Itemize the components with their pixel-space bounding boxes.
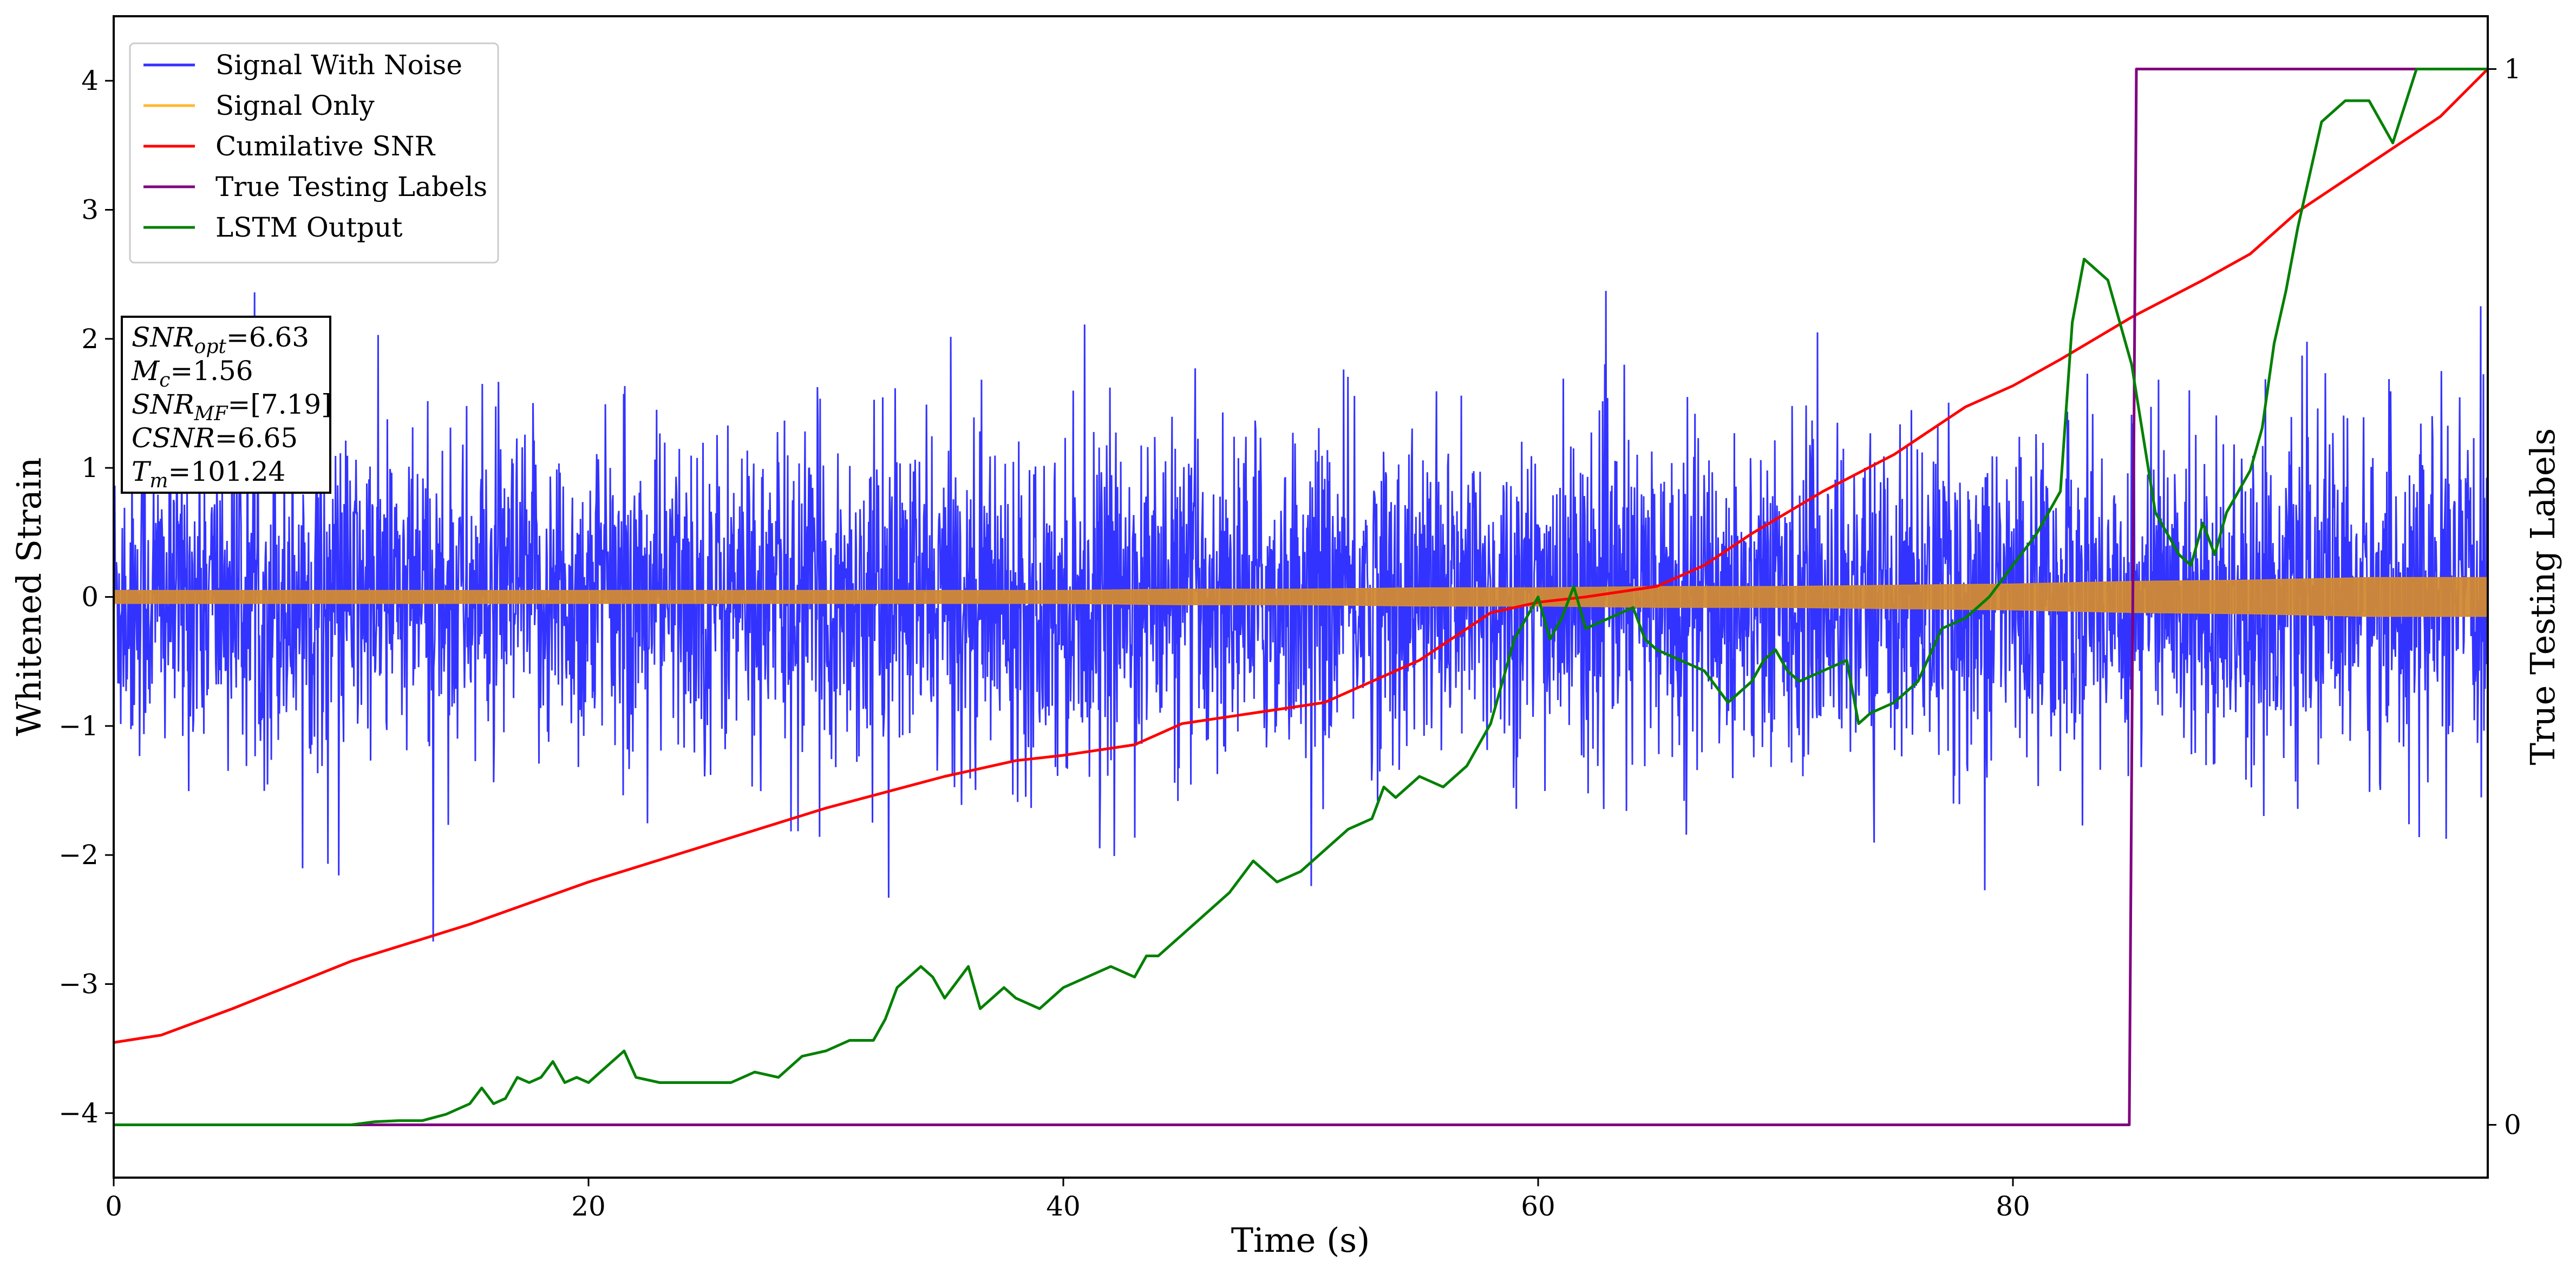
annotation-line: Tm=101.24 xyxy=(132,456,285,492)
series-true-testing-labels xyxy=(114,68,2488,1126)
y2-tick-label: 1 xyxy=(2504,54,2521,85)
annotation-line: Mc=1.56 xyxy=(131,355,253,391)
series-cumilative-snr xyxy=(114,68,2488,1044)
legend-label: Signal Only xyxy=(215,90,375,121)
y2-tick-label: 0 xyxy=(2504,1109,2521,1141)
y-axis-title: Whitened Strain xyxy=(9,458,49,736)
legend-box xyxy=(129,42,499,264)
y-tick-label: 1 xyxy=(81,452,99,484)
legend-label: True Testing Labels xyxy=(215,171,487,202)
y-tick-label: −2 xyxy=(58,839,99,871)
x-tick-label: 60 xyxy=(1521,1191,1555,1222)
y-tick-label: 4 xyxy=(81,65,99,96)
x-tick-label: 0 xyxy=(105,1191,122,1222)
series-signal-only xyxy=(114,577,2488,617)
y-tick-label: −1 xyxy=(58,710,99,742)
legend: Signal With Noise Signal Only Cumilative S… xyxy=(129,42,499,264)
legend-label: Cumilative SNR xyxy=(215,130,435,162)
annotation-line: SNRMF=[7.19] xyxy=(132,389,332,425)
series-lstm-output xyxy=(114,68,2488,1126)
x-tick-label: 20 xyxy=(571,1191,606,1222)
x-tick-label: 80 xyxy=(1996,1191,2030,1222)
annotation-frame xyxy=(121,316,331,494)
annotation-line: CSNR=6.65 xyxy=(132,422,298,454)
legend-label: LSTM Output xyxy=(215,212,402,243)
x-axis-title: Time (s) xyxy=(1231,1220,1370,1260)
y-tick-label: 0 xyxy=(81,582,99,613)
annotation-line: SNRopt=6.63 xyxy=(132,322,309,358)
y-tick-label: −3 xyxy=(58,969,99,1000)
x-tick-label: 40 xyxy=(1046,1191,1081,1222)
plot-area xyxy=(114,68,2488,1126)
y-tick-label: −4 xyxy=(58,1097,99,1129)
y2-axis-title: True Testing Labels xyxy=(2523,428,2562,766)
y-tick-label: 3 xyxy=(81,194,99,226)
annotation-box: SNRopt=6.63Mc=1.56SNRMF=[7.19]CSNR=6.65T… xyxy=(121,316,332,494)
y-tick-label: 2 xyxy=(81,323,99,355)
legend-label: Signal With Noise xyxy=(215,49,462,81)
